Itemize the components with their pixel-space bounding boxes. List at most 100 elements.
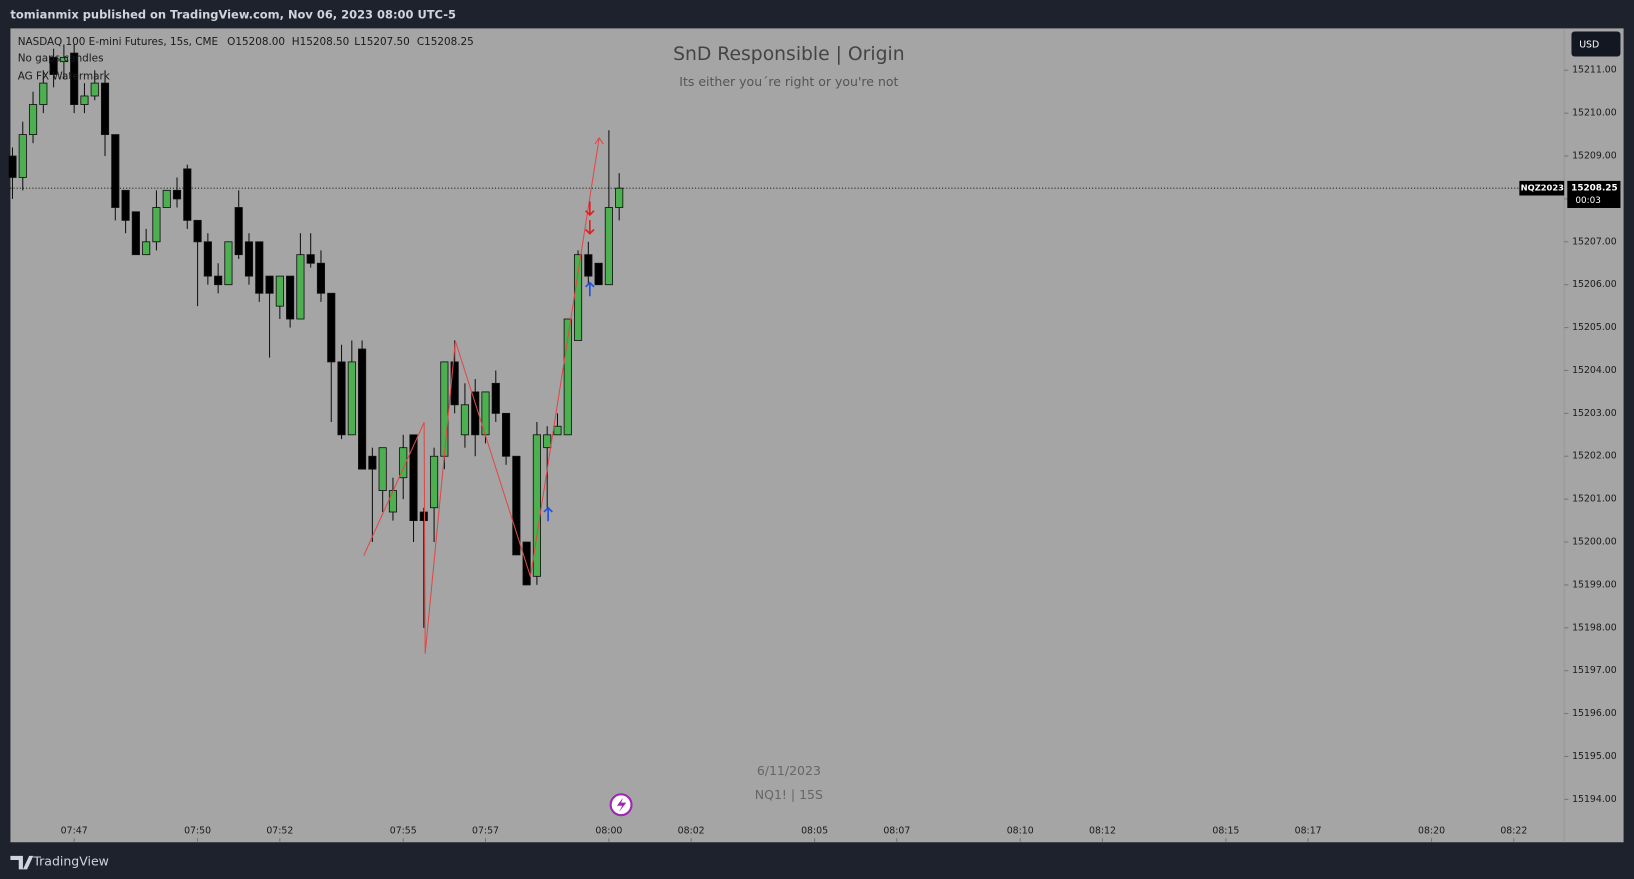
y-tick-label: 15209.00	[1572, 151, 1617, 162]
candle-body	[224, 241, 233, 286]
y-tick-label: 15207.00	[1572, 236, 1617, 247]
sell-arrow	[585, 220, 595, 235]
candle-body	[255, 241, 264, 294]
countdown: 00:03	[1575, 196, 1601, 206]
y-tick-label: 15203.00	[1572, 408, 1617, 419]
contract-label: NQZ2023	[1521, 183, 1564, 193]
candle-body	[460, 404, 469, 436]
currency-button[interactable]	[1571, 31, 1621, 57]
y-tick-label: 15204.00	[1572, 365, 1617, 376]
x-tick-label: 08:00	[595, 825, 622, 836]
candle-body	[543, 434, 552, 449]
x-tick-label: 08:22	[1500, 825, 1527, 836]
y-tick-label: 15196.00	[1572, 708, 1617, 719]
header: tomianmix published on TradingView.com, …	[10, 7, 456, 21]
x-tick-label: 07:50	[184, 825, 211, 836]
candle-body	[512, 455, 521, 556]
candle-body	[502, 412, 511, 457]
candle-body	[193, 219, 202, 243]
candle-body	[615, 187, 624, 208]
candle-body	[152, 207, 161, 243]
x-tick-label: 07:52	[266, 825, 293, 836]
watermark-subtitle: Its either you´re right or you're not	[679, 74, 898, 89]
x-tick-label: 08:17	[1295, 825, 1322, 836]
x-tick-label: 07:55	[390, 825, 417, 836]
x-tick-label: 08:05	[801, 825, 828, 836]
candle-body	[183, 168, 192, 221]
y-tick-label: 15197.00	[1572, 665, 1617, 676]
candle-body	[172, 189, 182, 200]
candle-body	[337, 361, 346, 436]
candle-body	[121, 189, 130, 221]
y-tick-label: 15200.00	[1572, 537, 1617, 548]
x-tick-label: 08:20	[1418, 825, 1445, 836]
chart-area	[10, 28, 1624, 843]
ohlc-open: O15208.00	[227, 36, 285, 48]
ohlc-low: L15207.50	[354, 36, 409, 48]
y-tick-label: 15194.00	[1572, 794, 1617, 805]
buy-arrow	[543, 506, 553, 522]
indicator-name: No gaps candles	[18, 53, 104, 65]
y-tick-label: 15211.00	[1572, 65, 1617, 76]
candle-body	[306, 254, 315, 264]
candle-body	[286, 275, 295, 320]
candle-body	[553, 425, 562, 436]
zigzag-indicator	[363, 136, 604, 654]
candle-body	[162, 189, 171, 208]
candle-body	[203, 241, 212, 277]
indicator-name: AG FX Watermark	[18, 70, 110, 82]
y-tick-label: 15199.00	[1572, 579, 1617, 590]
candle-body	[399, 447, 408, 479]
candle-body	[111, 134, 120, 208]
candle-body	[265, 275, 274, 294]
candle-body	[573, 254, 583, 341]
zigzag-line	[363, 137, 600, 654]
zigzag-arrowhead	[594, 136, 604, 145]
ohlc-close: C15208.25	[417, 36, 474, 48]
footer: TradingView	[32, 854, 109, 869]
y-tick-label: 15210.00	[1572, 108, 1617, 119]
candle-body	[8, 155, 17, 178]
candle-body	[378, 447, 387, 491]
candle-body	[234, 207, 243, 256]
candle-body	[131, 211, 140, 256]
candle-body	[214, 275, 223, 286]
candle-body	[491, 382, 500, 414]
candle-body	[419, 511, 428, 522]
signal-arrows	[543, 201, 595, 522]
watermark-date: 6/11/2023	[757, 763, 821, 778]
candle-body	[388, 490, 398, 513]
candle-body	[142, 241, 151, 256]
candle-body	[594, 262, 603, 286]
y-tick-label: 15198.00	[1572, 622, 1617, 633]
candle-body	[80, 95, 89, 105]
candle-body	[59, 56, 68, 63]
x-tick-label: 08:02	[678, 825, 705, 836]
x-tick-label: 08:07	[883, 825, 910, 836]
last-price-label: 15208.25	[1571, 184, 1617, 194]
candle-body	[275, 275, 284, 307]
candle-body	[39, 82, 48, 105]
buy-arrow	[585, 281, 595, 297]
candle-body	[430, 455, 439, 509]
candle-body	[368, 455, 377, 470]
watermark-title: SnD Responsible | Origin	[673, 44, 904, 65]
candle-body	[49, 56, 58, 75]
candle-body	[327, 292, 336, 363]
y-tick-label: 15205.00	[1572, 322, 1617, 333]
candle-body	[358, 348, 367, 470]
x-tick-label: 07:47	[61, 825, 88, 836]
candle-body	[409, 434, 418, 522]
candle-body	[471, 391, 480, 436]
x-tick-label: 07:57	[472, 825, 499, 836]
x-tick-label: 08:10	[1007, 825, 1034, 836]
candle-body	[90, 82, 99, 97]
candle-body	[347, 361, 356, 436]
candle-body	[450, 361, 459, 406]
event-icon-glyph	[616, 797, 627, 813]
candle-body	[28, 104, 38, 135]
y-tick-label: 15195.00	[1572, 751, 1617, 762]
x-tick-label: 08:15	[1212, 825, 1239, 836]
